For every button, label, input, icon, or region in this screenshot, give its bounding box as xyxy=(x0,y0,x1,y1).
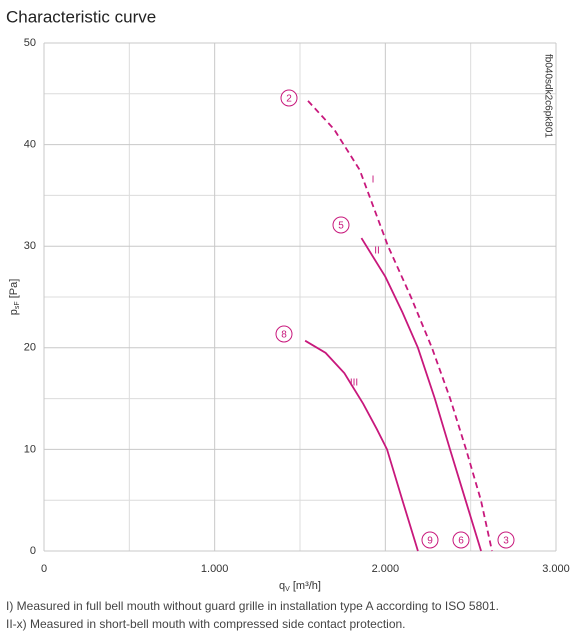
y-tick-label: 50 xyxy=(24,37,36,49)
marker-label: 3 xyxy=(503,536,509,547)
y-tick-label: 20 xyxy=(24,342,36,354)
marker-label: 6 xyxy=(458,536,464,547)
curve-label: II xyxy=(374,246,380,257)
marker-circle xyxy=(332,216,350,234)
curve xyxy=(307,100,493,552)
axis-label-unit: [Pa] xyxy=(8,279,20,302)
x-tick-label: 2.000 xyxy=(372,563,400,575)
x-tick-label: 0 xyxy=(41,563,47,575)
marker-label: 9 xyxy=(427,536,433,547)
footnote: I) Measured in full bell mouth without g… xyxy=(6,599,499,613)
marker-circle xyxy=(275,325,293,343)
marker-label: 8 xyxy=(281,330,287,341)
axis-label-sub: sF xyxy=(14,301,21,309)
axis-label-main: p xyxy=(8,309,20,315)
x-axis-label: qV [m³/h] xyxy=(279,580,321,593)
marker-label: 2 xyxy=(286,94,292,105)
x-tick-label: 3.000 xyxy=(542,563,570,575)
y-axis-label: psF [Pa] xyxy=(8,279,21,316)
y-tick-label: 30 xyxy=(24,240,36,252)
curve xyxy=(304,339,419,552)
curve xyxy=(360,237,482,552)
marker-circle xyxy=(452,531,470,549)
footnote: II-x) Measured in short-bell mouth with … xyxy=(6,617,406,631)
axis-label-main: q xyxy=(279,580,285,592)
marker-label: 5 xyxy=(338,221,344,232)
axis-label-unit: [m³/h] xyxy=(290,580,321,592)
marker-circle xyxy=(280,89,298,107)
y-tick-label: 10 xyxy=(24,443,36,455)
axis-label-sub: V xyxy=(285,586,290,593)
code-label: fb040sdk2c6pk801 xyxy=(542,54,553,138)
marker-circle xyxy=(497,531,515,549)
y-tick-label: 0 xyxy=(30,545,36,557)
curve-label: I xyxy=(372,175,375,186)
x-tick-label: 1.000 xyxy=(201,563,229,575)
y-tick-label: 40 xyxy=(24,139,36,151)
curve-label: III xyxy=(350,378,358,389)
marker-circle xyxy=(421,531,439,549)
chart-title: Characteristic curve xyxy=(6,7,156,26)
